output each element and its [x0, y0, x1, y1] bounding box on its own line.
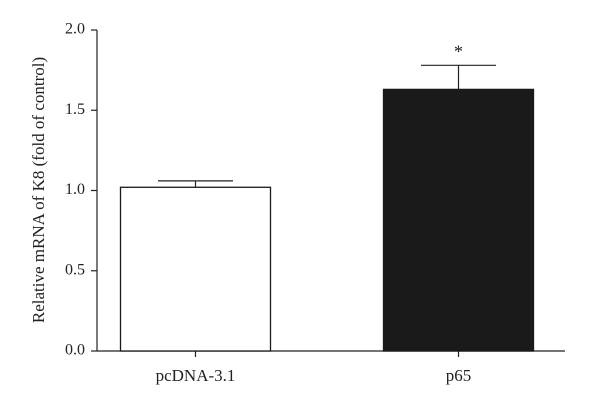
y-tick-label: 0.5 — [65, 261, 85, 278]
y-tick-label: 0.0 — [65, 342, 85, 359]
bar — [382, 88, 535, 352]
significance-label: * — [454, 41, 463, 61]
y-tick-label: 1.5 — [65, 101, 85, 118]
x-tick-label: pcDNA-3.1 — [156, 366, 236, 385]
y-tick-label: 2.0 — [65, 21, 85, 38]
x-tick-label: p65 — [446, 366, 472, 385]
y-axis-label: Relative mRNA of K8 (fold of control) — [29, 57, 48, 323]
y-tick-label: 1.0 — [65, 181, 85, 198]
bar — [119, 186, 272, 352]
